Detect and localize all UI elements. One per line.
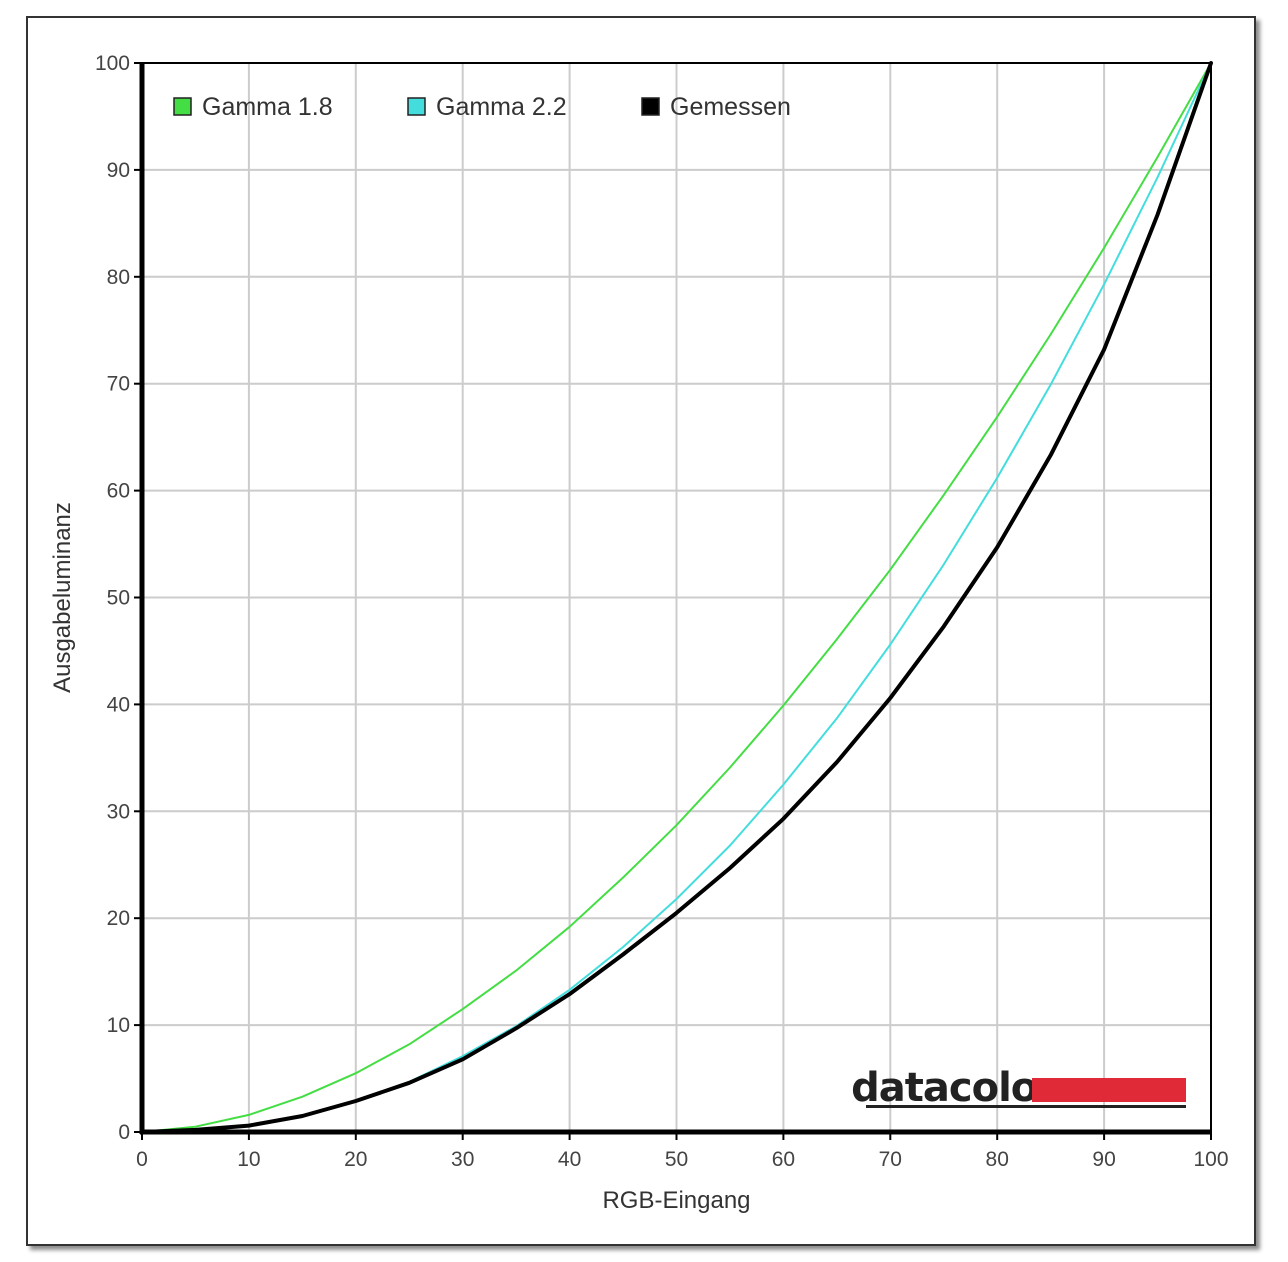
- x-axis-title: RGB-Eingang: [602, 1187, 750, 1214]
- x-tick-label-30: 30: [451, 1148, 474, 1171]
- y-tick-label-50: 50: [107, 587, 130, 610]
- y-tick-label-60: 60: [107, 480, 130, 503]
- x-tick-label-10: 10: [237, 1148, 260, 1171]
- series-line-gemessen: [140, 61, 1213, 1134]
- grid-lines: [142, 62, 1212, 1132]
- series-lines: [140, 61, 1213, 1134]
- y-tick-label-20: 20: [107, 907, 130, 930]
- y-tick-label-100: 100: [95, 52, 130, 75]
- logo-underline: [866, 1105, 1186, 1108]
- x-tick-label-70: 70: [879, 1148, 902, 1171]
- y-tick-label-90: 90: [107, 159, 130, 182]
- y-tick-label-80: 80: [107, 266, 130, 289]
- y-tick-labels: 0 10 20 30 40 50 60 70 80 90 100: [95, 52, 130, 1144]
- x-tick-label-0: 0: [136, 1148, 148, 1171]
- legend-swatch-gemessen: [641, 97, 660, 116]
- datacolor-logo: datacolor: [851, 1065, 1186, 1111]
- legend-label-gamma-1-8: Gamma 1.8: [202, 93, 333, 121]
- y-tick-label-0: 0: [118, 1121, 130, 1144]
- y-tick-label-40: 40: [107, 693, 130, 716]
- x-tick-label-100: 100: [1193, 1148, 1228, 1171]
- x-tick-label-50: 50: [665, 1148, 688, 1171]
- x-tick-label-20: 20: [344, 1148, 367, 1171]
- legend-label-gamma-2-2: Gamma 2.2: [436, 93, 567, 121]
- x-tick-label-40: 40: [558, 1148, 581, 1171]
- x-tick-label-60: 60: [772, 1148, 795, 1171]
- axes: [134, 62, 1212, 1140]
- logo-red-bar: [1032, 1078, 1186, 1102]
- y-tick-label-70: 70: [107, 373, 130, 396]
- legend-swatch-gamma-1-8: [173, 97, 192, 116]
- y-tick-label-10: 10: [107, 1014, 130, 1037]
- x-tick-label-80: 80: [986, 1148, 1009, 1171]
- series-line-gamma-1-8: [141, 62, 1212, 1133]
- y-axis-title: Ausgabeluminanz: [49, 502, 76, 693]
- x-tick-label-90: 90: [1092, 1148, 1115, 1171]
- x-tick-labels: 0 10 20 30 40 50 60 70 80 90 100: [136, 1148, 1228, 1171]
- legend-swatch-gamma-2-2: [407, 97, 426, 116]
- gamma-chart: 0 10 20 30 40 50 60 70 80 90 100 0 10 20 30 40 50 60 70 80…: [49, 52, 1229, 1214]
- y-tick-label-30: 30: [107, 800, 130, 823]
- legend: Gamma 1.8 Gamma 2.2 Gemessen: [173, 93, 791, 121]
- legend-label-gemessen: Gemessen: [670, 93, 791, 121]
- logo-wordmark: datacolor: [851, 1065, 1057, 1111]
- chart-frame: 0 10 20 30 40 50 60 70 80 90 100 0 10 20 30 40 50 60 70 80…: [26, 16, 1256, 1246]
